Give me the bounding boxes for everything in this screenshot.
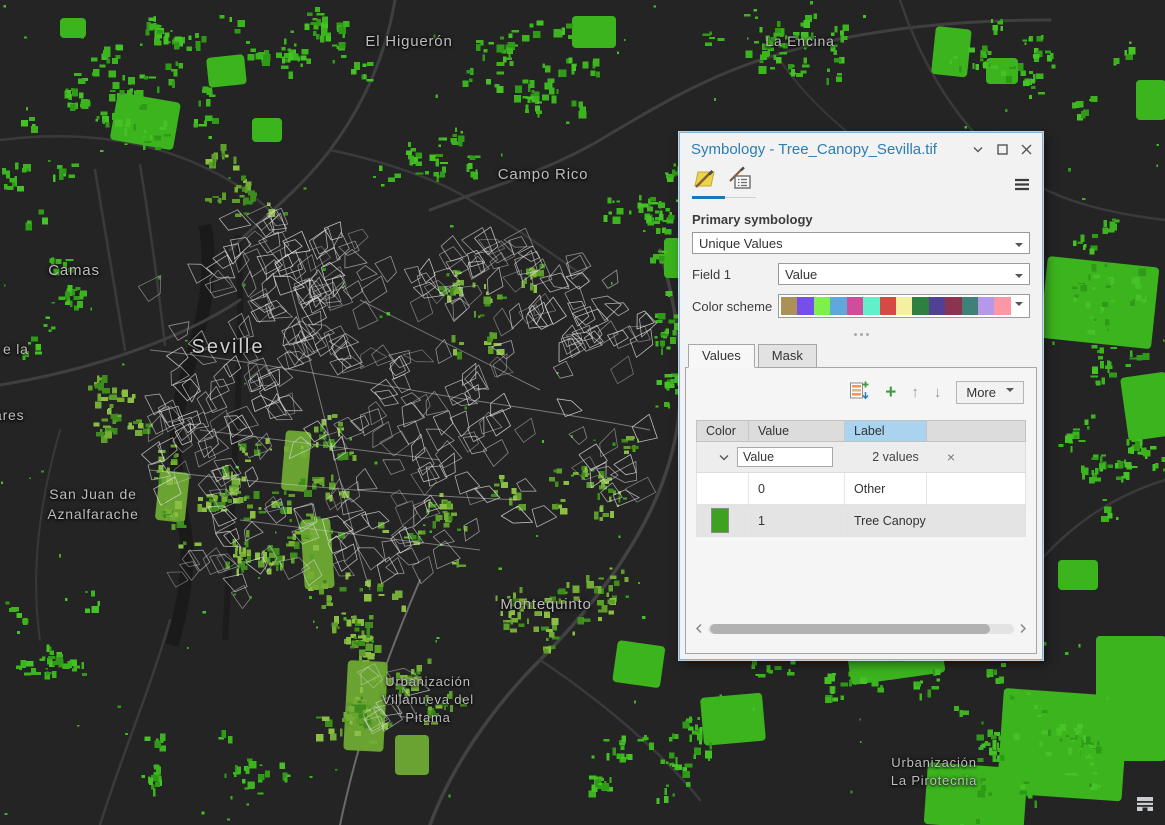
chevron-down-icon bbox=[1015, 242, 1023, 251]
value-cell[interactable]: 1 bbox=[749, 505, 845, 536]
tab-mask[interactable]: Mask bbox=[757, 344, 817, 368]
move-up-icon[interactable]: ↑ bbox=[911, 383, 919, 401]
label-cell[interactable]: Tree Canopy bbox=[845, 505, 927, 536]
ramp-swatch bbox=[781, 297, 798, 315]
field1-dropdown[interactable]: Value bbox=[778, 263, 1030, 285]
field1-label: Field 1 bbox=[692, 266, 732, 282]
ramp-swatch bbox=[879, 297, 896, 315]
values-toolbar: + ↑ ↓ More bbox=[686, 368, 1036, 414]
more-button[interactable]: More bbox=[956, 380, 1024, 404]
ramp-swatch bbox=[928, 297, 946, 315]
active-tab-underline bbox=[692, 196, 756, 200]
panel-titlebar[interactable]: Symbology - Tree_Canopy_Sevilla.tif bbox=[680, 133, 1042, 160]
map-place-label: El Higuerón bbox=[365, 33, 453, 50]
table-row[interactable]: 1 Tree Canopy bbox=[696, 505, 1026, 537]
menu-icon[interactable] bbox=[1014, 178, 1030, 194]
maximize-icon[interactable] bbox=[994, 142, 1010, 158]
panel-title: Symbology - Tree_Canopy_Sevilla.tif bbox=[691, 141, 937, 158]
scrollbar-thumb[interactable] bbox=[710, 624, 990, 634]
ramp-swatch bbox=[912, 297, 929, 315]
renderer-dropdown[interactable]: Unique Values bbox=[692, 232, 1030, 254]
map-place-label: San Juan de Aznalfarache bbox=[47, 486, 139, 522]
remove-group-icon[interactable]: × bbox=[946, 449, 955, 465]
value-cell[interactable]: 0 bbox=[749, 473, 845, 504]
color-ramp bbox=[781, 297, 1011, 315]
map-place-label: Campo Rico bbox=[497, 166, 589, 183]
vary-symbology-tab-icon[interactable] bbox=[726, 165, 756, 194]
map-place-label: Urbanización La Pirotecnia bbox=[890, 755, 978, 789]
splitter-grip[interactable] bbox=[680, 328, 1042, 340]
label-cell[interactable]: Other bbox=[845, 473, 927, 504]
color-scheme-label: Color scheme bbox=[692, 298, 773, 314]
map-place-label: e la bbox=[3, 341, 29, 357]
renderer-dropdown-value: Unique Values bbox=[699, 235, 783, 251]
ramp-swatch bbox=[863, 297, 880, 315]
values-tab-content: + ↑ ↓ More Color Value Label bbox=[685, 367, 1037, 654]
ramp-swatch bbox=[797, 297, 814, 315]
tab-values[interactable]: Values bbox=[688, 344, 755, 368]
map-place-label: Seville bbox=[191, 336, 265, 358]
color-swatch[interactable] bbox=[711, 508, 729, 533]
unique-values-table: Color Value Label 2 values × 0Other1Tree… bbox=[696, 420, 1026, 537]
primary-symbology-heading: Primary symbology bbox=[692, 212, 813, 227]
primary-symbology-tab-icon[interactable] bbox=[692, 167, 718, 194]
color-cell[interactable] bbox=[697, 505, 749, 536]
map-place-label: Camas bbox=[48, 262, 100, 279]
horizontal-scrollbar[interactable] bbox=[695, 623, 1027, 635]
column-header-extra bbox=[927, 421, 1025, 441]
add-value-button[interactable]: + bbox=[885, 381, 897, 403]
field1-dropdown-value: Value bbox=[785, 266, 818, 282]
scroll-right-icon[interactable] bbox=[1019, 622, 1027, 637]
add-all-values-icon[interactable] bbox=[849, 380, 870, 404]
ramp-swatch bbox=[846, 297, 864, 315]
scroll-left-icon[interactable] bbox=[695, 622, 703, 637]
symbology-panel: Symbology - Tree_Canopy_Sevilla.tif bbox=[679, 132, 1043, 660]
color-cell[interactable] bbox=[697, 473, 749, 504]
ramp-swatch bbox=[978, 297, 995, 315]
ramp-swatch bbox=[961, 297, 979, 315]
ramp-swatch bbox=[895, 297, 913, 315]
chevron-down-icon[interactable] bbox=[970, 142, 986, 158]
table-row[interactable]: 0 Other bbox=[696, 473, 1026, 505]
map-place-label: La Encina bbox=[765, 33, 835, 49]
scrollbar-track[interactable] bbox=[708, 624, 1014, 634]
color-scheme-dropdown[interactable] bbox=[778, 294, 1030, 318]
ramp-swatch bbox=[830, 297, 847, 315]
column-header-value[interactable]: Value bbox=[749, 421, 845, 441]
chevron-down-icon bbox=[1015, 302, 1023, 310]
ramp-swatch bbox=[994, 297, 1011, 315]
chevron-down-icon bbox=[1006, 388, 1014, 396]
table-header: Color Value Label bbox=[696, 420, 1026, 442]
collapse-chevron-icon[interactable] bbox=[719, 454, 729, 461]
move-down-icon[interactable]: ↓ bbox=[933, 383, 942, 401]
organization-building-icon[interactable] bbox=[1133, 792, 1157, 821]
map-place-label: Montequinto bbox=[500, 596, 592, 613]
column-header-color[interactable]: Color bbox=[697, 421, 749, 441]
value-group-row[interactable]: 2 values × bbox=[696, 442, 1026, 473]
ramp-swatch bbox=[945, 297, 962, 315]
map-place-label: Urbanización Villanueva del Pitama bbox=[382, 674, 474, 726]
column-header-label[interactable]: Label bbox=[845, 421, 927, 441]
values-mask-tabs: Values Mask bbox=[685, 344, 1037, 368]
values-count-text: 2 values bbox=[872, 450, 919, 464]
ramp-swatch bbox=[813, 297, 831, 315]
chevron-down-icon bbox=[1015, 273, 1023, 282]
group-field-input[interactable] bbox=[737, 447, 833, 467]
more-button-label: More bbox=[966, 384, 996, 400]
close-icon[interactable] bbox=[1018, 142, 1034, 158]
